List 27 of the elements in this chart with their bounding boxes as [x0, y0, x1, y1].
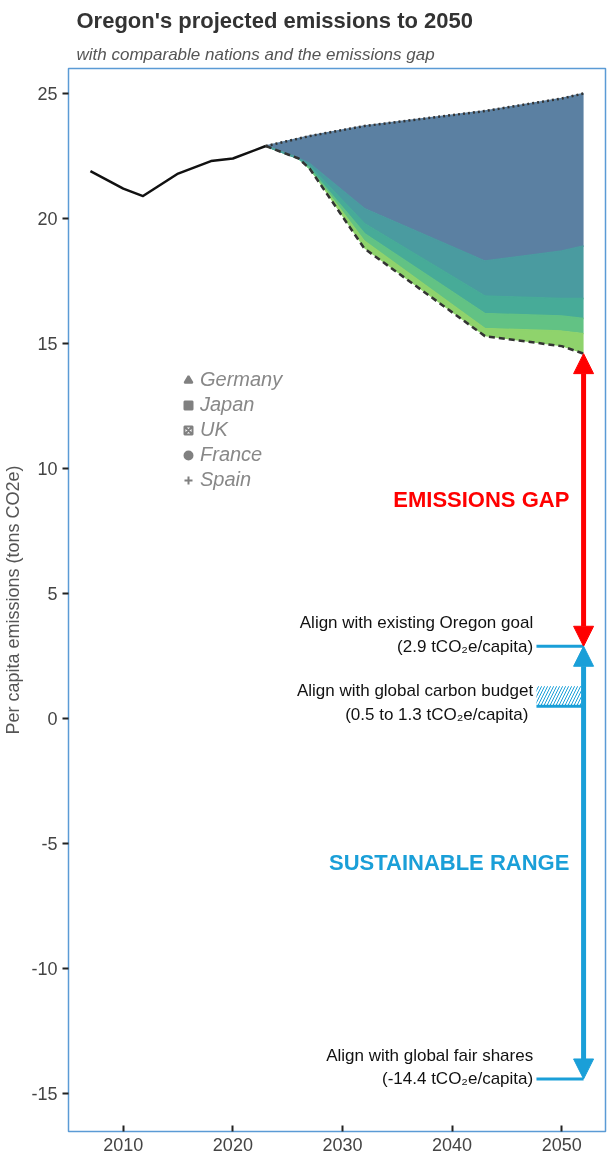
- legend-label: Germany: [200, 368, 283, 391]
- x-tick-label: 2050: [541, 1134, 582, 1153]
- annotation: EMISSIONS GAP: [393, 487, 570, 513]
- x-tick-label: 2010: [103, 1134, 144, 1153]
- legend-label: Spain: [200, 468, 252, 491]
- y-tick-label: 25: [37, 84, 58, 105]
- annotation: SUSTAINABLE RANGE: [328, 850, 570, 876]
- y-axis-title: Per capita emissions (tons CO2e): [3, 465, 24, 735]
- x-tick-label: 2030: [322, 1134, 363, 1153]
- ref-line-label: Align with global fair shares (-14.4 tCO₂e/capita): [326, 1045, 534, 1089]
- y-tick-label: 15: [37, 334, 58, 355]
- chart-subtitle: with comparable nations and the emissions gap: [76, 44, 435, 64]
- y-tick-label: -5: [41, 834, 58, 855]
- legend-label: France: [200, 443, 263, 466]
- chart-title: Oregon's projected emissions to 2050: [76, 7, 473, 33]
- y-tick-label: 20: [37, 209, 58, 230]
- y-tick-label: 5: [47, 584, 58, 605]
- legend-label: Japan: [200, 393, 255, 416]
- band-label: Align with global carbon budget (0.5 to 1.3 tCO₂e/capita): [296, 680, 534, 724]
- y-tick-label: 10: [37, 459, 58, 480]
- ref-line-label: Align with existing Oregon goal (2.9 tCO₂e/capita): [299, 612, 534, 656]
- legend-label: UK: [200, 418, 228, 441]
- x-tick-label: 2040: [432, 1134, 473, 1153]
- y-tick-label: -10: [31, 959, 58, 980]
- y-tick-label: -15: [31, 1084, 58, 1105]
- x-tick-label: 2020: [212, 1134, 253, 1153]
- y-tick-label: 0: [47, 709, 58, 730]
